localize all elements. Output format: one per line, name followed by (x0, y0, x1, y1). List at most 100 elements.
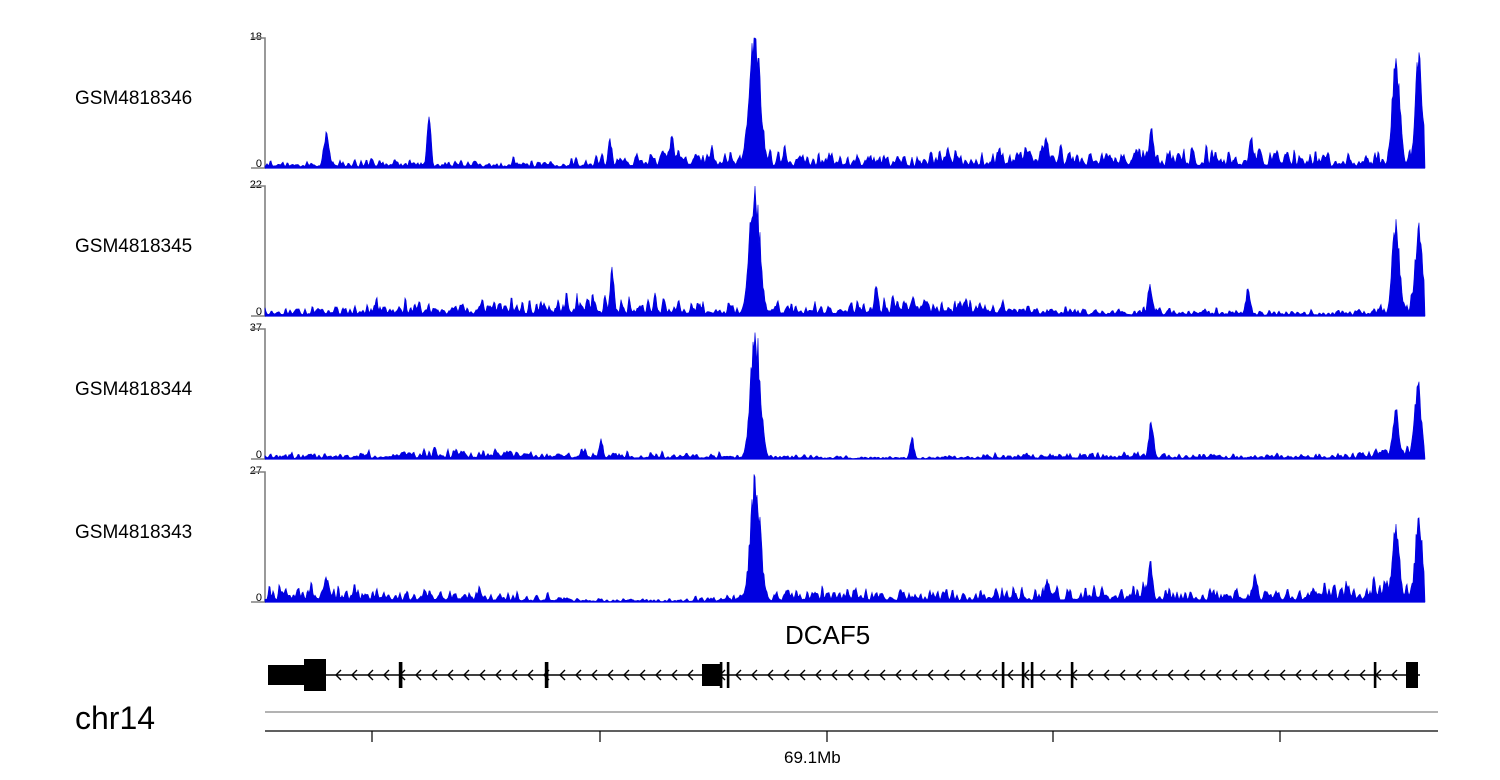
coverage-plot (251, 471, 1426, 603)
strand-arrow-left-icon (783, 669, 790, 681)
strand-arrow-left-icon (511, 669, 518, 681)
strand-arrow-left-icon (1327, 669, 1334, 681)
strand-arrow-left-icon (895, 669, 902, 681)
strand-arrow-left-icon (1391, 669, 1398, 681)
coverage-track-gsm4818345[interactable]: GSM4818345 22 0 (0, 177, 1500, 322)
strand-arrow-left-icon (1039, 669, 1046, 681)
strand-arrow-left-icon (1295, 669, 1302, 681)
ruler-tick-label: 69.1Mb (784, 748, 841, 767)
gene-exon-block (702, 664, 720, 686)
axis-max-label: 18 (249, 31, 262, 43)
gene-exon-tick (719, 662, 723, 688)
strand-arrow-left-icon (479, 669, 486, 681)
strand-arrow-left-icon (527, 669, 534, 681)
strand-arrow-left-icon (959, 669, 966, 681)
strand-arrow-left-icon (975, 669, 982, 681)
coverage-area (264, 332, 1426, 460)
track-label: GSM4818344 (75, 379, 193, 400)
strand-arrow-left-icon (495, 669, 502, 681)
coverage-plot (251, 328, 1426, 460)
strand-arrow-left-icon (879, 669, 886, 681)
strand-arrow-left-icon (367, 669, 374, 681)
track-label: GSM4818346 (75, 88, 193, 109)
strand-arrow-left-icon (1151, 669, 1158, 681)
gene-model-track[interactable] (0, 645, 1500, 700)
strand-arrow-left-icon (671, 669, 678, 681)
coverage-track-gsm4818343[interactable]: GSM4818343 27 0 (0, 463, 1500, 608)
strand-arrow-left-icon (1311, 669, 1318, 681)
strand-arrow-left-icon (1231, 669, 1238, 681)
strand-arrow-left-icon (911, 669, 918, 681)
gene-exon-tick (1021, 662, 1025, 688)
track-label: GSM4818343 (75, 522, 193, 543)
axis-min-label: 0 (255, 449, 262, 461)
gene-name-label: DCAF5 (785, 620, 871, 650)
strand-arrow-left-icon (1343, 669, 1350, 681)
strand-arrow-left-icon (847, 669, 854, 681)
strand-arrow-left-icon (1167, 669, 1174, 681)
coverage-area (264, 37, 1426, 169)
strand-arrow-left-icon (431, 669, 438, 681)
coordinate-ruler[interactable] (0, 705, 1500, 745)
strand-arrow-left-icon (815, 669, 822, 681)
axis-max-label: 22 (249, 179, 262, 191)
strand-arrow-left-icon (575, 669, 582, 681)
strand-arrow-left-icon (1007, 669, 1014, 681)
gene-exon-tick (1001, 662, 1005, 688)
strand-arrow-left-icon (447, 669, 454, 681)
strand-arrow-left-icon (415, 669, 422, 681)
axis-max-label: 37 (249, 322, 262, 334)
strand-arrow-left-icon (687, 669, 694, 681)
gene-exon-tick (726, 662, 730, 688)
axis-min-label: 0 (255, 592, 262, 604)
strand-arrow-left-icon (655, 669, 662, 681)
strand-arrow-left-icon (1135, 669, 1142, 681)
strand-arrow-left-icon (991, 669, 998, 681)
strand-arrow-left-icon (1119, 669, 1126, 681)
coverage-track-gsm4818344[interactable]: GSM4818344 37 0 (0, 320, 1500, 465)
coverage-track-gsm4818346[interactable]: GSM4818346 18 0 (0, 0, 1500, 175)
strand-arrow-left-icon (751, 669, 758, 681)
y-axis (251, 185, 266, 317)
strand-arrow-left-icon (1279, 669, 1286, 681)
strand-arrow-left-icon (591, 669, 598, 681)
y-axis (251, 328, 266, 460)
gene-exon-tick (1373, 662, 1377, 688)
strand-arrow-left-icon (607, 669, 614, 681)
track-label: GSM4818345 (75, 236, 193, 257)
strand-arrow-left-icon (767, 669, 774, 681)
strand-arrow-left-icon (1103, 669, 1110, 681)
strand-arrow-left-icon (927, 669, 934, 681)
strand-arrow-left-icon (943, 669, 950, 681)
strand-arrow-left-icon (1199, 669, 1206, 681)
strand-arrow-left-icon (735, 669, 742, 681)
strand-arrow-left-icon (351, 669, 358, 681)
strand-arrow-left-icon (463, 669, 470, 681)
y-axis (251, 37, 266, 169)
strand-arrow-left-icon (335, 669, 342, 681)
gene-utr-block (268, 665, 306, 685)
strand-arrow-left-icon (559, 669, 566, 681)
coverage-plot (251, 37, 1426, 169)
axis-min-label: 0 (255, 306, 262, 318)
gene-exon-block (304, 659, 326, 691)
gene-exon-tick (1030, 662, 1034, 688)
strand-arrow-left-icon (1055, 669, 1062, 681)
strand-arrow-left-icon (383, 669, 390, 681)
gene-exon-tick (545, 662, 549, 688)
strand-arrow-left-icon (1247, 669, 1254, 681)
strand-arrow-left-icon (799, 669, 806, 681)
y-axis (251, 471, 266, 603)
gene-exon-tick (1070, 662, 1074, 688)
strand-arrow-left-icon (1183, 669, 1190, 681)
coverage-area (264, 474, 1426, 603)
strand-arrow-left-icon (1359, 669, 1366, 681)
gene-exon-tick (399, 662, 403, 688)
axis-max-label: 27 (249, 465, 262, 477)
strand-arrow-left-icon (639, 669, 646, 681)
strand-arrow-left-icon (623, 669, 630, 681)
strand-arrow-left-icon (1215, 669, 1222, 681)
strand-arrow-left-icon (831, 669, 838, 681)
coverage-plot (251, 185, 1426, 317)
